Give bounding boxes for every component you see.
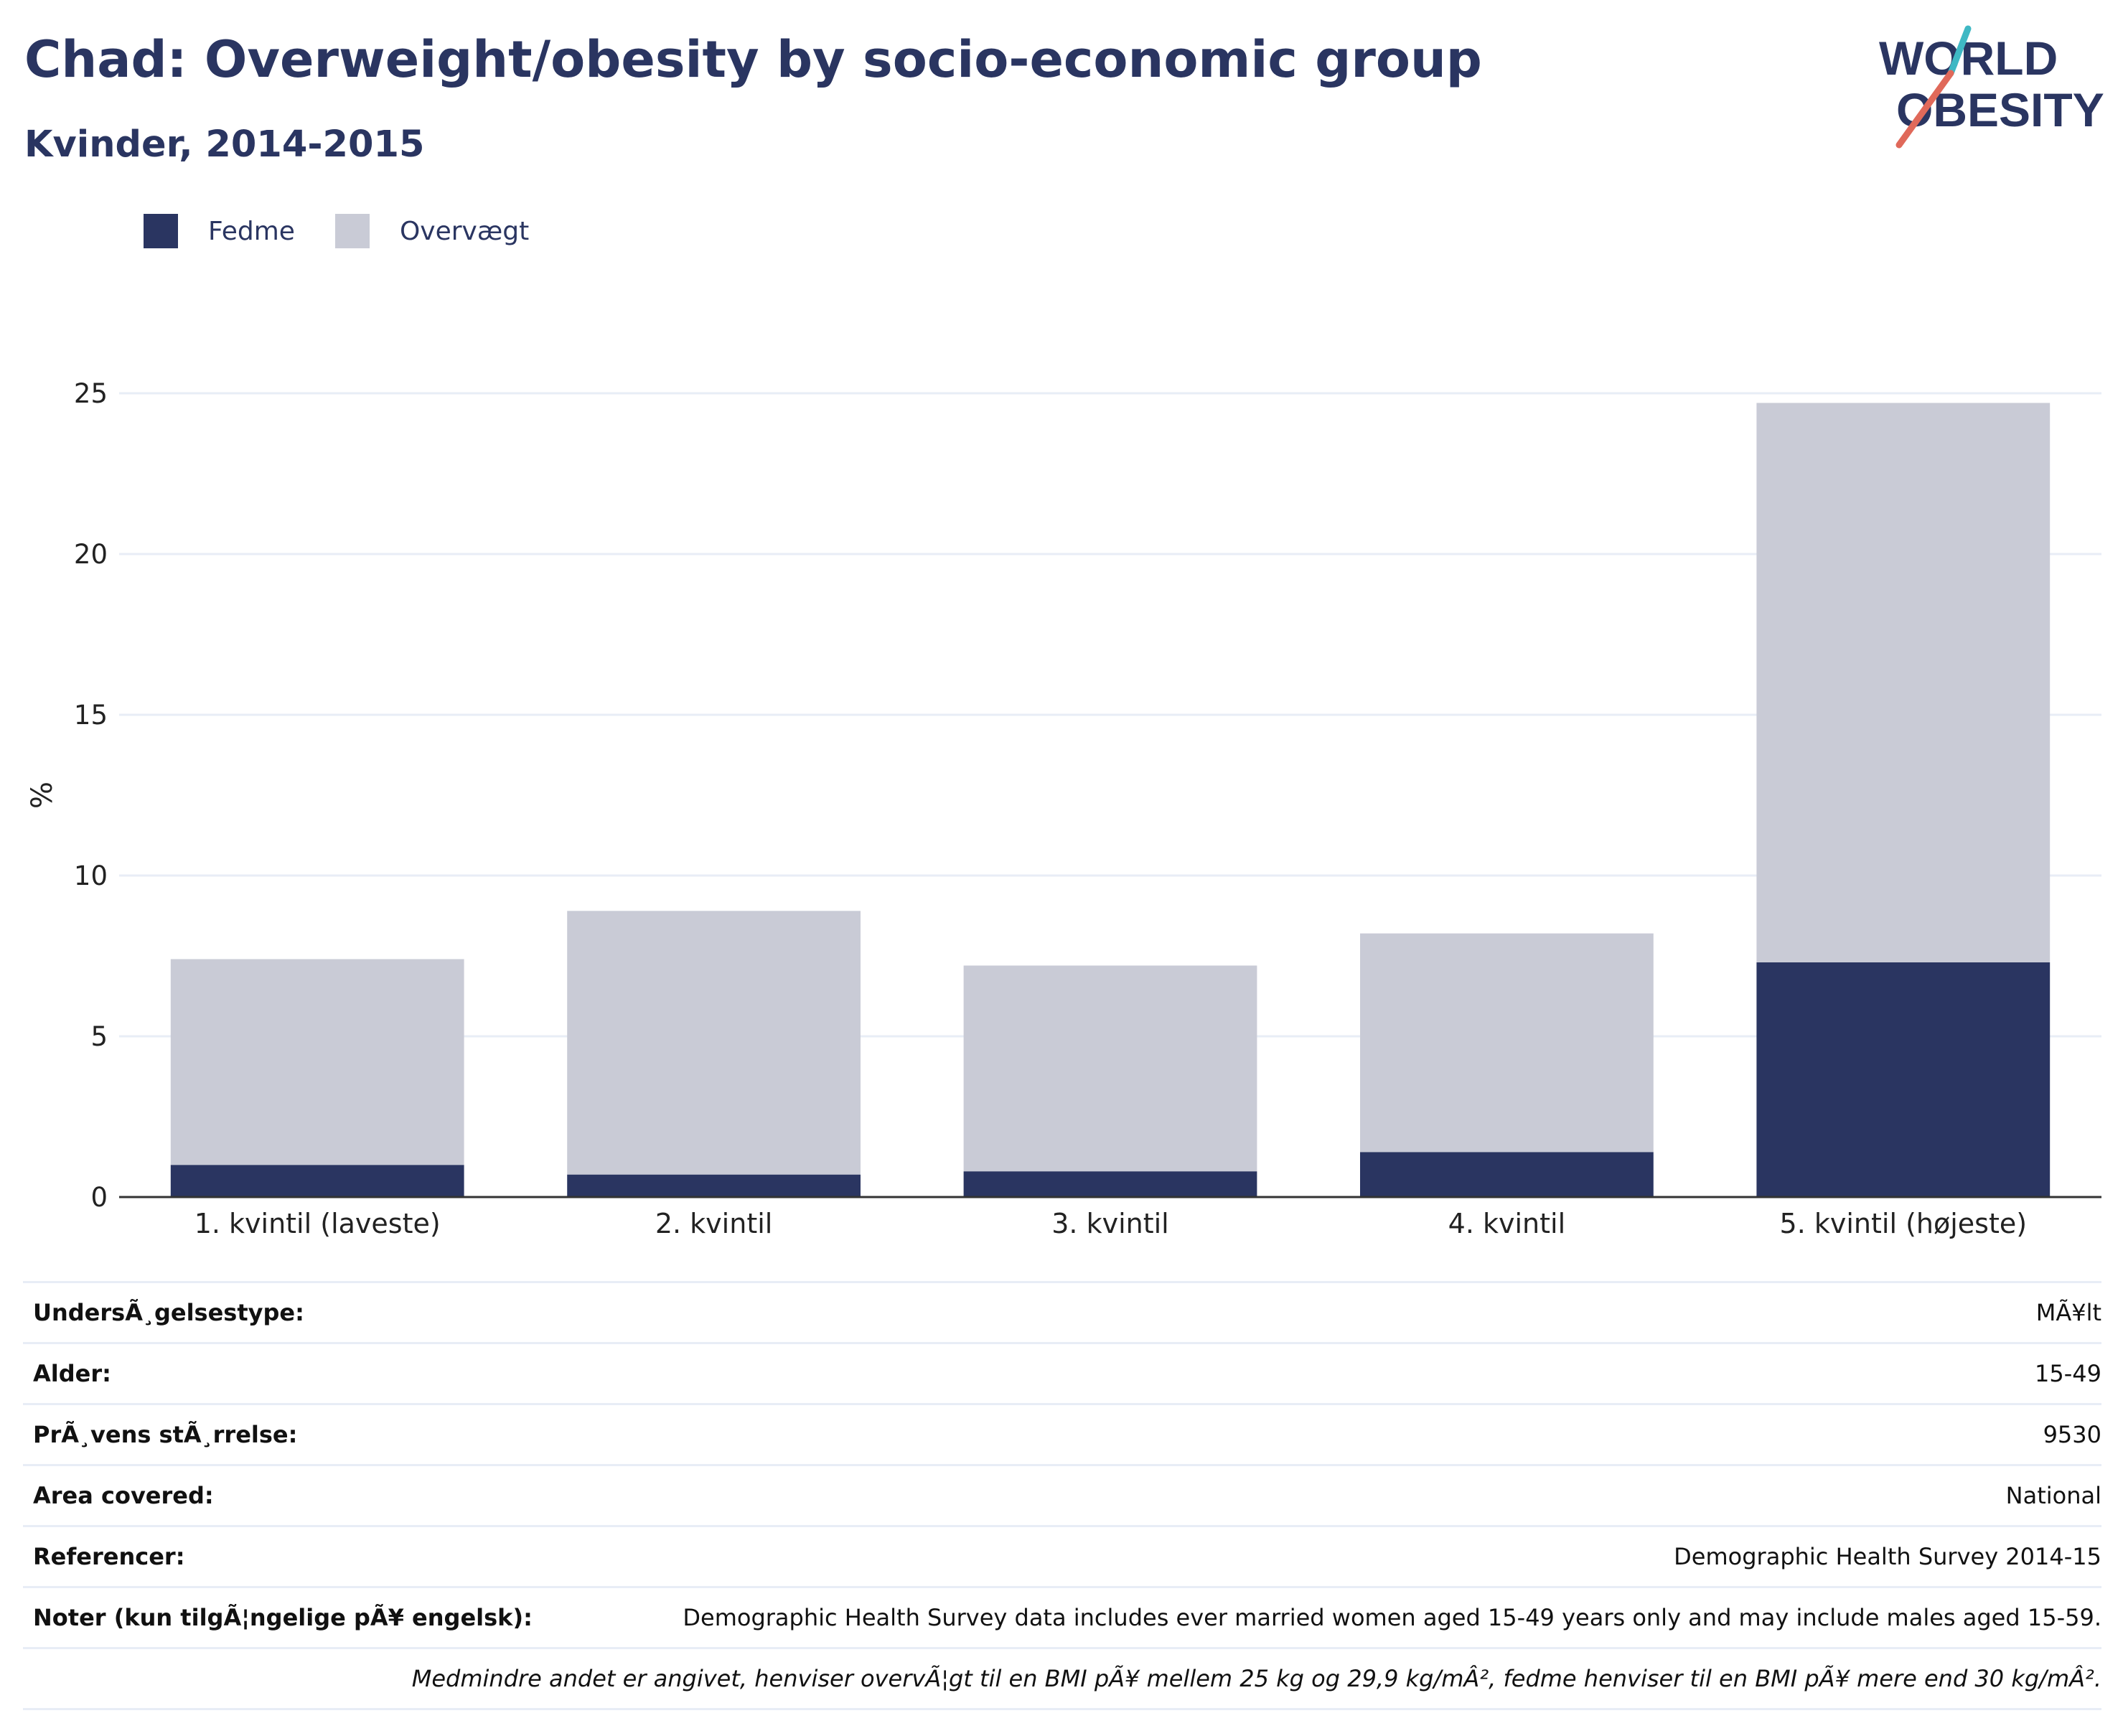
y-tick-label: 15	[74, 700, 108, 731]
x-tick-label: 2. kvintil	[655, 1208, 773, 1239]
info-value: 9530	[2043, 1421, 2101, 1448]
bar-fedme	[963, 1171, 1257, 1197]
info-key: UndersÃ¸gelsestype:	[33, 1299, 304, 1326]
info-row-area: Area covered: National	[23, 1464, 2101, 1525]
info-value: National	[2005, 1482, 2101, 1509]
legend-swatch-overvaegt	[334, 214, 370, 248]
bar-chart: 0 5 10 15 20 25% 1. kvintil (laveste) 2. kvinti…	[26, 378, 2101, 1239]
legend-item-fedme[interactable]: Fedme	[144, 214, 295, 248]
logo-red-slash	[1895, 70, 1954, 149]
y-axis-label: %	[26, 782, 59, 809]
y-tick-label: 20	[74, 539, 108, 570]
info-row-sample-size: PrÃ¸vens stÃ¸rrelse: 9530	[23, 1403, 2101, 1464]
legend-label-fedme: Fedme	[208, 216, 295, 246]
bar-overvaegt	[567, 911, 861, 1175]
info-row-age: Alder: 15-49	[23, 1342, 2101, 1403]
chart-subtitle: Kvinder, 2014-2015	[24, 123, 425, 166]
y-tick-label: 10	[74, 860, 108, 891]
info-row-survey-type: UndersÃ¸gelsestype: MÃ¥lt	[23, 1281, 2101, 1342]
legend-item-overvaegt[interactable]: Overvægt	[334, 214, 530, 248]
logo-line2: OBESITY	[1896, 83, 2104, 136]
info-key: PrÃ¸vens stÃ¸rrelse:	[33, 1421, 298, 1448]
info-value: 15-49	[2035, 1360, 2101, 1387]
y-tick-label: 25	[74, 378, 108, 409]
info-value: Demographic Health Survey 2014-15	[1674, 1543, 2101, 1570]
info-value: Demographic Health Survey data includes …	[683, 1604, 2101, 1631]
bar-overvaegt	[1756, 403, 2051, 962]
bar-overvaegt	[963, 965, 1257, 1172]
legend-swatch-fedme	[144, 214, 178, 248]
info-row-notes: Noter (kun tilgÃ¦ngelige pÃ¥ engelsk): D…	[23, 1586, 2101, 1647]
legend-label-overvaegt: Overvægt	[399, 216, 530, 246]
bar-fedme	[1360, 1152, 1654, 1197]
bar-fedme	[567, 1174, 861, 1197]
bar-overvaegt	[1360, 933, 1654, 1153]
info-footnote-row: Medmindre andet er angivet, henviser ove…	[23, 1647, 2101, 1710]
logo-teal-slash	[1947, 25, 1972, 77]
chart-title: Chad: Overweight/obesity by socio-econom…	[24, 30, 1482, 89]
footnote-text: Medmindre andet er angivet, henviser ove…	[411, 1665, 2101, 1692]
x-tick-label: 5. kvintil (højeste)	[1780, 1208, 2028, 1239]
x-tick-label: 1. kvintil (laveste)	[195, 1208, 441, 1239]
bar-overvaegt	[170, 959, 464, 1165]
info-key: Area covered:	[33, 1482, 214, 1509]
x-tick-label: 4. kvintil	[1448, 1208, 1566, 1239]
info-key: Referencer:	[33, 1543, 185, 1570]
info-row-references: Referencer: Demographic Health Survey 20…	[23, 1525, 2101, 1586]
logo-line1: WORLD	[1879, 32, 2058, 85]
bar-fedme	[170, 1165, 464, 1197]
info-key: Noter (kun tilgÃ¦ngelige pÃ¥ engelsk):	[33, 1604, 533, 1631]
info-key: Alder:	[33, 1360, 111, 1387]
y-tick-label: 0	[90, 1182, 108, 1213]
chart-legend: Fedme Overvægt	[144, 214, 569, 248]
bar-fedme	[1756, 962, 2051, 1197]
y-tick-label: 5	[90, 1021, 108, 1052]
info-table: UndersÃ¸gelsestype: MÃ¥lt Alder: 15-49 P…	[23, 1281, 2101, 1710]
world-obesity-logo: WORLD OBESITY	[1879, 25, 2104, 149]
x-tick-label: 3. kvintil	[1051, 1208, 1169, 1239]
info-value: MÃ¥lt	[2035, 1299, 2101, 1326]
